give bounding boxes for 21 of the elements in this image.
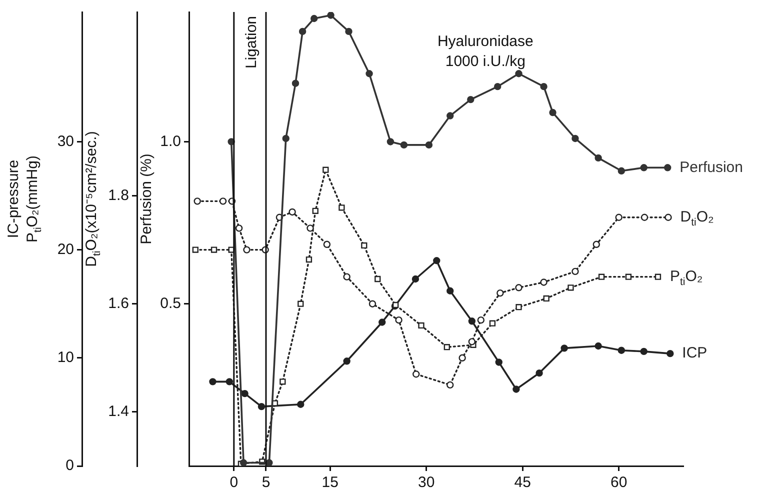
- y2-tick-label: 1.4: [108, 403, 129, 420]
- y3-axis-title: Perfusion (%): [138, 154, 156, 244]
- y2-tick-label: 1.6: [108, 295, 129, 312]
- y3-tick-label: 1.0: [160, 132, 181, 150]
- annotation: Hyaluronidase 1000 i.U./kg: [437, 33, 534, 70]
- y-tick-label: 20: [57, 240, 74, 258]
- y-tick-label: 30: [57, 132, 74, 150]
- x-tick-label: 15: [322, 474, 338, 492]
- y2-axis-title: DtiO₂(x10⁻⁵cm²/sec.): [83, 131, 104, 267]
- x-tick-label: 0: [230, 474, 238, 492]
- x-tick-label: 45: [514, 474, 531, 492]
- y2-tick-label: 1.8: [108, 186, 129, 204]
- y-tick-label: 0: [66, 457, 74, 474]
- series-label: Perfusion: [680, 158, 743, 176]
- ref-line-label: Ligation: [243, 16, 260, 69]
- y3-tick-label: 0.5: [160, 295, 181, 312]
- y-tick-label: 10: [57, 349, 74, 366]
- series-label: ICP: [682, 344, 708, 362]
- x-tick-label: 5: [262, 474, 270, 492]
- x-tick-label: 30: [418, 474, 435, 492]
- x-tick-label: 60: [610, 474, 628, 492]
